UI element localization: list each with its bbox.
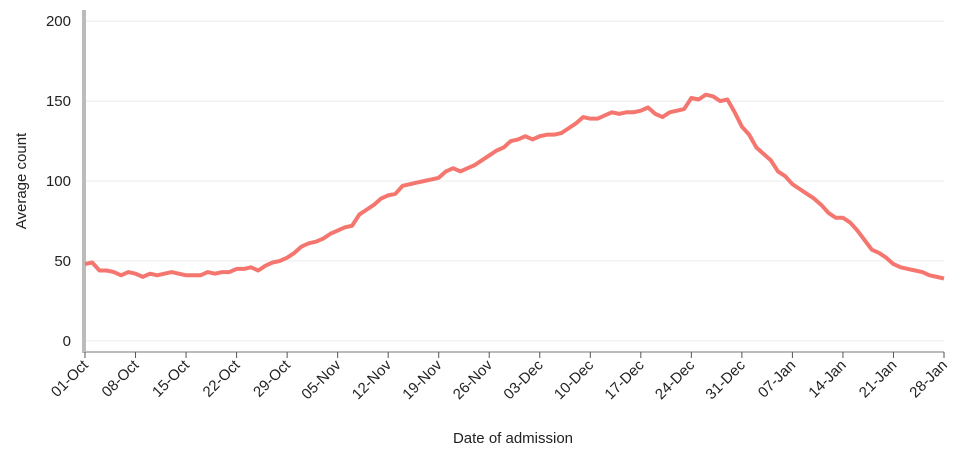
x-tick-label: 29-Oct [250,356,294,400]
x-tick-label: 07-Jan [755,357,799,401]
y-axis-title: Average count [13,132,30,229]
y-tick-label: 50 [54,253,71,270]
x-tick-label: 24-Dec [652,356,699,403]
x-tick-label: 26-Nov [450,356,497,403]
x-tick-label: 01-Oct [48,356,92,400]
x-tick-label: 08-Oct [99,356,143,400]
y-tick-label: 0 [63,333,71,350]
data-line [84,92,945,281]
y-tick-label: 200 [46,13,71,30]
x-tick-label: 15-Oct [149,356,193,400]
x-axis-title: Date of admission [453,430,573,447]
x-tick-label: 03-Dec [500,356,547,403]
x-tick-label: 12-Nov [349,356,396,403]
x-tick-label: 17-Dec [601,356,648,403]
x-tick-label: 05-Nov [298,356,345,403]
x-tick-label: 31-Dec [702,356,749,403]
x-tick-label: 10-Dec [551,356,598,403]
x-tick-label: 19-Nov [399,356,446,403]
y-tick-label: 150 [46,93,71,110]
y-tick-label: 100 [46,173,71,190]
x-tick-label: 21-Jan [856,357,900,401]
x-tick-label: 14-Jan [805,357,849,401]
x-tick-label: 28-Jan [906,357,950,401]
x-tick-label: 22-Oct [200,356,244,400]
